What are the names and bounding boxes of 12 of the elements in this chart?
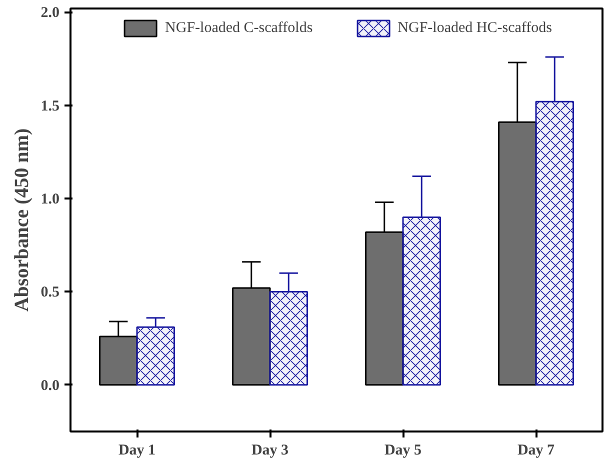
y-tick-label: 0.5 [40,284,60,301]
x-tick-label: Day 1 [118,442,156,458]
y-tick-label: 2.0 [40,5,60,22]
y-tick-label: 0.0 [40,378,60,394]
x-tick-label: Day 7 [517,442,556,458]
legend-label: NGF-loaded C-scaffolds [165,20,313,36]
y-tick-label: 1.0 [40,192,60,208]
legend-label: NGF-loaded HC-scaffods [398,20,552,36]
y-axis-title: Absorbance (450 nm) [10,128,33,312]
y-tick-label: 1.5 [40,98,60,114]
x-tick-label: Day 3 [251,442,289,458]
x-tick-label: Day 5 [384,442,422,458]
